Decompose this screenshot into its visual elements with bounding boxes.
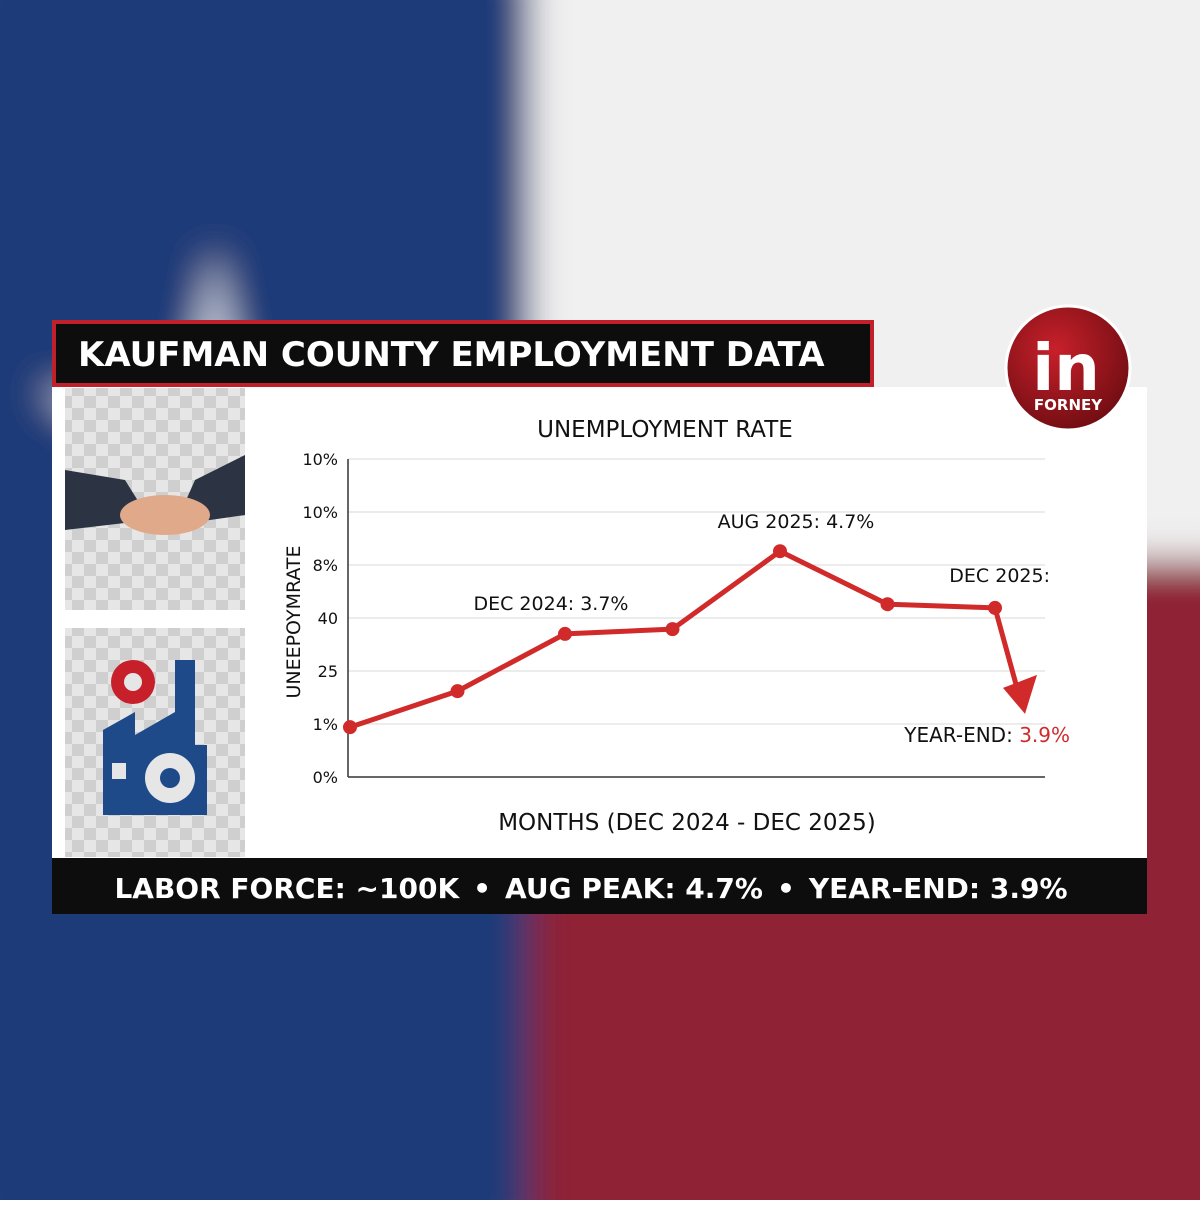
separator: • bbox=[777, 872, 795, 905]
footer-item: YEAR-END: 3.9% bbox=[808, 872, 1068, 905]
point bbox=[558, 626, 572, 641]
point bbox=[880, 597, 895, 612]
logo bbox=[1004, 304, 1132, 432]
header-title: KAUFMAN COUNTY EMPLOYMENT DATA bbox=[78, 335, 825, 375]
footer-text: LABOR FORCE: ~100K • AUG PEAK: 4.7% • YEAR-E… bbox=[114, 872, 1067, 905]
footer-bar bbox=[52, 858, 1147, 914]
handshake-icon bbox=[65, 455, 245, 535]
factory-icon bbox=[103, 660, 207, 815]
chart-title: UNEMPLOYMENT RATE bbox=[537, 417, 793, 443]
point bbox=[773, 544, 787, 559]
header-box bbox=[52, 320, 874, 387]
trend-arrow bbox=[992, 607, 1020, 689]
annotation-text: YEAR-END: bbox=[903, 723, 1019, 747]
arrow-head bbox=[1003, 674, 1037, 714]
footer-item: AUG PEAK: 4.7% bbox=[505, 872, 763, 905]
y-tick-label: 0% bbox=[313, 768, 338, 787]
point bbox=[450, 684, 465, 699]
annotation-highlight: 3.9% bbox=[1019, 723, 1070, 747]
y-tick-label: 1% bbox=[313, 715, 338, 734]
y-tick-label: 40 bbox=[318, 609, 338, 628]
y-tick-label: 25 bbox=[318, 662, 338, 681]
logo-name: FORNEY bbox=[1034, 396, 1103, 414]
point bbox=[665, 622, 680, 637]
y-tick-label: 10% bbox=[302, 450, 338, 469]
logo-mark: in bbox=[1032, 332, 1100, 406]
plot: 0% 1% 25 40 8% 10% 10% DEC 2024: 3.7% AUG 2025: … bbox=[302, 450, 1070, 787]
footer-item: LABOR FORCE: ~100K bbox=[114, 872, 460, 905]
point bbox=[343, 720, 357, 735]
y-axis-label: UNEEPOYMRATE bbox=[283, 545, 305, 698]
annotation: YEAR-END: 3.9% bbox=[903, 723, 1070, 747]
point bbox=[988, 600, 1002, 615]
annotation: AUG 2025: 4.7% bbox=[718, 511, 875, 533]
annotation: DEC 2025: bbox=[949, 565, 1050, 587]
y-tick-label: 8% bbox=[313, 556, 338, 575]
y-tick-label: 10% bbox=[302, 503, 338, 522]
separator: • bbox=[473, 872, 491, 905]
x-axis-label: MONTHS (DEC 2024 - DEC 2025) bbox=[498, 810, 876, 836]
annotation: DEC 2024: 3.7% bbox=[473, 593, 628, 615]
